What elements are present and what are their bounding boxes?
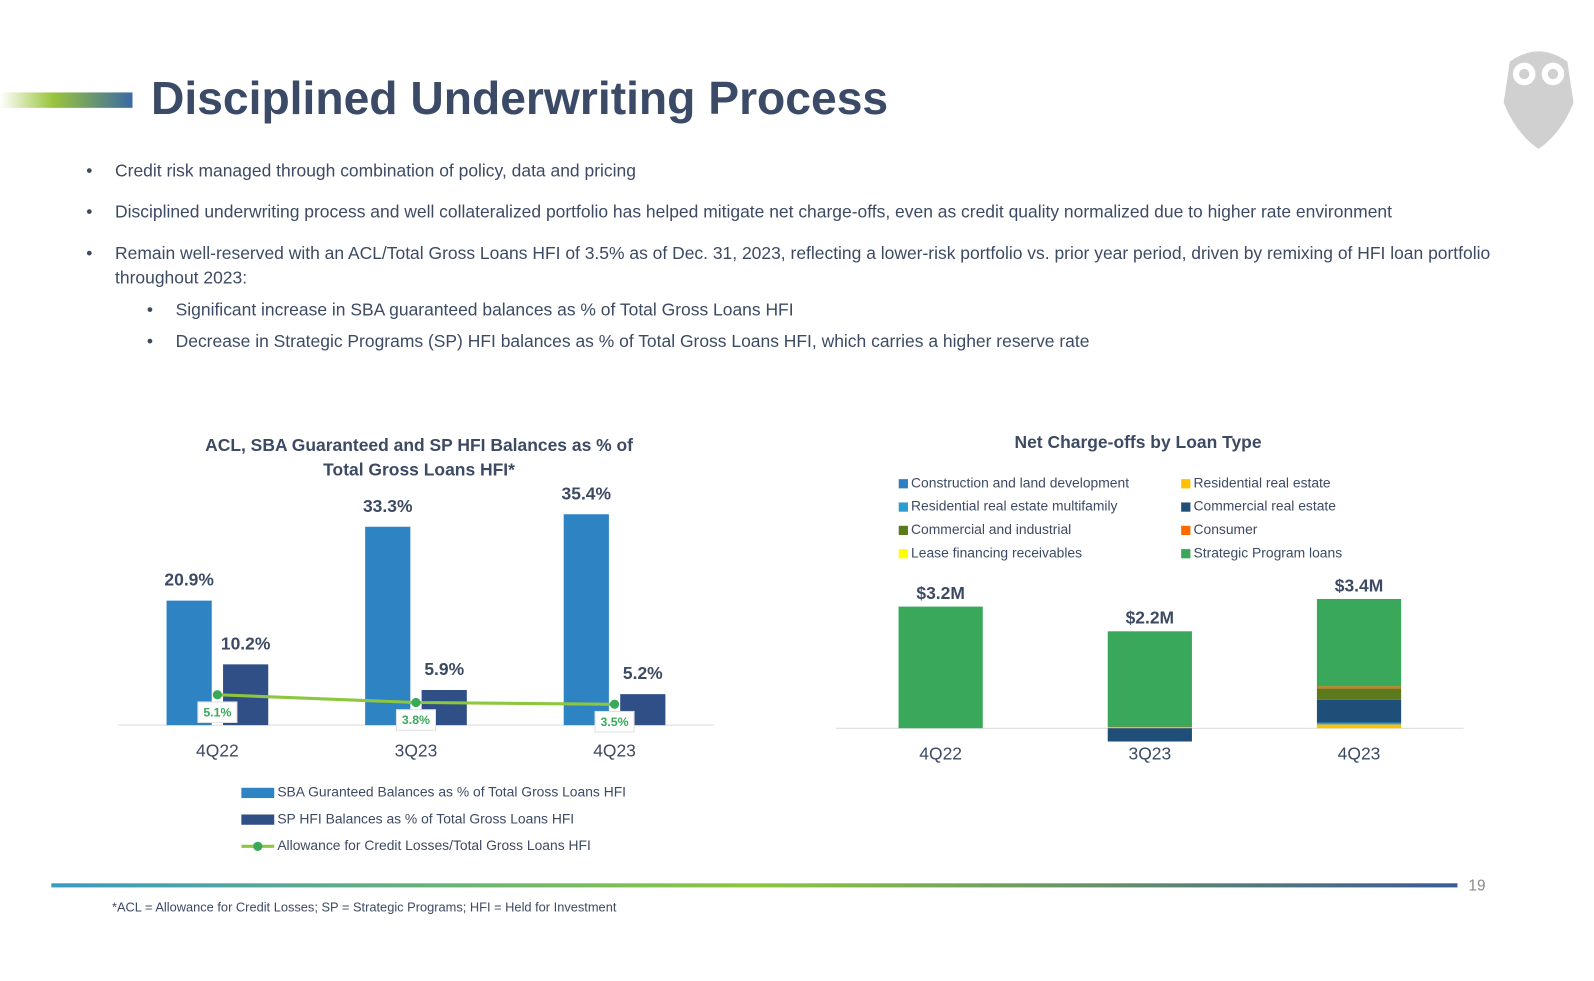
legend-swatch [241,787,275,799]
bar-segment [1316,688,1402,700]
legend-marker [253,841,263,851]
legend-swatch [1181,525,1191,536]
bullet: Disciplined underwriting process and wel… [86,200,1502,225]
total-label: $3.2M [916,583,965,603]
legend-label: Commercial real estate [1193,498,1336,514]
total-label: $2.2M [1126,608,1175,628]
x-tick-label: 4Q22 [196,740,239,760]
x-tick-label: 4Q22 [919,744,962,764]
legend-label: Lease financing receivables [911,544,1082,560]
legend-swatch [241,814,275,825]
label-box [197,701,238,723]
legend-swatch [898,502,908,512]
bar-segment [1107,727,1192,729]
line-marker [411,697,421,708]
line-label: 5.1% [203,705,231,719]
chart-title: Net Charge-offs by Loan Type [1014,432,1262,452]
bar-label: 33.3% [363,496,413,516]
page-number: 19 [1468,877,1485,894]
legend-label: Residential real estate [1193,474,1330,490]
legend-label: Strategic Program loans [1193,544,1342,560]
bar-segment [1316,722,1402,725]
bar [563,514,609,726]
legend-swatch [1181,479,1191,489]
bar [365,526,411,726]
legend-swatch [1181,502,1191,512]
legend-label: Consumer [1193,521,1257,537]
bar-segment [1316,724,1402,729]
bar-label: 5.2% [623,663,663,683]
x-tick-label: 3Q23 [395,740,438,760]
sub-bullet: Significant increase in SBA guaranteed b… [147,298,1491,323]
bar-segment [898,606,983,729]
bar-segment [1316,699,1402,723]
label-box [395,709,437,731]
bullet: Remain well-reserved with an ACL/Total G… [86,241,1502,290]
bar-label: 35.4% [562,483,612,503]
line-label: 3.5% [601,715,629,729]
x-tick-label: 4Q23 [1338,744,1381,764]
bar-label: 10.2% [221,633,271,653]
legend-label: Allowance for Credit Losses/Total Gross … [277,837,591,853]
footnote: *ACL = Allowance for Credit Losses; SP =… [112,899,617,914]
legend-label: Residential real estate multifamily [911,498,1118,514]
bar-segment [1107,726,1192,728]
sub-bullet: Decrease in Strategic Programs (SP) HFI … [147,330,1491,355]
total-label: $3.4M [1335,575,1384,595]
bar-segment [1107,631,1192,727]
legend-swatch [898,525,908,536]
bar-label: 5.9% [424,659,464,679]
legend-label: Construction and land development [911,474,1129,490]
chart-title: ACL, SBA Guaranteed and SP HFI Balances … [205,435,633,480]
legend-label: SBA Guranteed Balances as % of Total Gro… [277,784,626,800]
legend-label: Commercial and industrial [911,521,1071,537]
bullet: Credit risk managed through combination … [86,159,1502,184]
header-bar [0,92,133,108]
x-tick-label: 3Q23 [1128,744,1171,764]
line-marker [212,690,223,700]
bar-segment [1316,686,1402,689]
legend-swatch [898,549,908,559]
line-label: 3.8% [402,713,430,727]
label-box [594,710,635,733]
line-marker [609,699,620,709]
x-tick-label: 4Q23 [593,740,636,760]
bar-segment [1107,728,1192,742]
legend-swatch [898,479,908,489]
logo [1503,51,1574,149]
bar-segment [1316,599,1402,687]
legend-label: SP HFI Balances as % of Total Gross Loan… [277,810,574,826]
legend-swatch [1181,549,1191,559]
footer-bar [51,883,1458,888]
bar-label: 20.9% [164,570,214,590]
title: Disciplined Underwriting Process [150,71,889,125]
